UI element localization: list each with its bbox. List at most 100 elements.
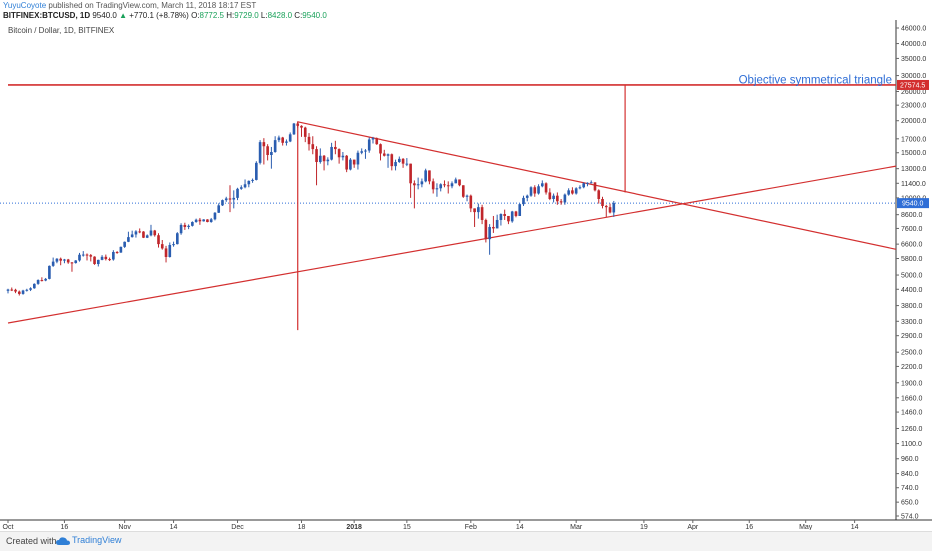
y-tick-label: 1660.0 bbox=[901, 395, 923, 402]
candle-body bbox=[480, 207, 484, 220]
candle-body bbox=[176, 233, 179, 245]
y-tick-label: 1460.0 bbox=[901, 410, 923, 417]
candle-body bbox=[364, 150, 367, 152]
candle-body bbox=[465, 195, 469, 197]
candle-body bbox=[206, 219, 209, 223]
candle-body bbox=[514, 211, 518, 216]
candle-body bbox=[356, 152, 360, 165]
candle-body bbox=[277, 137, 281, 141]
high-value: 9729.0 bbox=[234, 11, 259, 20]
x-tick-label: 18 bbox=[298, 524, 306, 530]
candle-body bbox=[315, 149, 318, 163]
y-tick-label: 30000.0 bbox=[901, 73, 926, 80]
y-tick-label: 2500.0 bbox=[901, 350, 923, 357]
candle-body bbox=[258, 142, 262, 163]
chart-svg[interactable]: 46000.0 40000.0 35000.0 30000.0 26000.0 23000… bbox=[0, 20, 932, 531]
tradingview-brand[interactable]: TradingView bbox=[72, 535, 122, 545]
candle-body bbox=[431, 181, 435, 190]
symbol-label: BITFINEX:BTCUSD, 1D bbox=[3, 11, 91, 20]
candle-body bbox=[382, 153, 386, 156]
candle-body bbox=[262, 142, 266, 147]
high-label: H: bbox=[226, 11, 235, 20]
candle-body bbox=[55, 258, 59, 262]
candle-body bbox=[202, 219, 205, 222]
y-tick-label: 15000.0 bbox=[901, 150, 926, 157]
candle-body bbox=[499, 214, 503, 220]
candle-body bbox=[371, 138, 375, 140]
candle-body bbox=[567, 190, 570, 195]
candle-body bbox=[21, 290, 25, 294]
candle-body bbox=[593, 182, 597, 191]
candle-body bbox=[349, 159, 352, 170]
candle-body bbox=[303, 127, 307, 137]
candle-body bbox=[164, 248, 168, 257]
x-tick-label: May bbox=[799, 524, 813, 530]
candle-body bbox=[311, 144, 315, 150]
candle-body bbox=[559, 201, 563, 203]
y-tick-label: 35000.0 bbox=[901, 56, 926, 63]
candle-body bbox=[153, 230, 157, 236]
publish-info: YuyuCoyote published on TradingView.com,… bbox=[3, 1, 256, 10]
candle-body bbox=[44, 278, 47, 281]
candle-body bbox=[503, 214, 506, 216]
x-tick-label: Apr bbox=[687, 524, 699, 530]
candle-body bbox=[142, 231, 145, 238]
candle-body bbox=[29, 288, 32, 290]
y-tick-label: 840.0 bbox=[901, 471, 919, 478]
candle-body bbox=[597, 190, 601, 199]
candle-body bbox=[473, 208, 476, 213]
y-tick-label: 40000.0 bbox=[901, 41, 926, 48]
candle-body bbox=[367, 139, 371, 151]
candle-body bbox=[239, 187, 243, 189]
y-tick-label: 11400.0 bbox=[901, 181, 926, 188]
candle-body bbox=[394, 162, 397, 167]
candle-body bbox=[533, 187, 537, 194]
candle-body bbox=[589, 182, 593, 184]
candle-body bbox=[281, 137, 284, 143]
ohlc-header: BITFINEX:BTCUSD, 1D 9540.0 ▲ +770.1 (+8.… bbox=[3, 11, 327, 20]
x-tick-label: 16 bbox=[745, 524, 753, 530]
candle-body bbox=[179, 224, 183, 234]
candle-body bbox=[537, 186, 540, 194]
candle-body bbox=[10, 289, 14, 291]
author-link[interactable]: YuyuCoyote bbox=[3, 1, 47, 10]
y-tick-label: 2900.0 bbox=[901, 333, 923, 340]
candle-body bbox=[443, 184, 446, 186]
y-tick-label: 8600.0 bbox=[901, 212, 923, 219]
change-value: +770.1 (+8.78%) bbox=[129, 11, 189, 20]
candle-body bbox=[288, 134, 292, 142]
candle-body bbox=[604, 205, 608, 208]
x-tick-label: Dec bbox=[231, 524, 244, 530]
candle-body bbox=[51, 261, 55, 266]
candle-body bbox=[458, 179, 461, 186]
y-tick-label: 650.0 bbox=[901, 500, 919, 507]
y-tick-label: 20000.0 bbox=[901, 118, 926, 125]
candle-body bbox=[477, 207, 480, 213]
candle-body bbox=[574, 188, 578, 194]
candle-body bbox=[217, 205, 221, 213]
up-arrow-icon: ▲ bbox=[119, 11, 127, 20]
candle-body bbox=[251, 179, 254, 181]
candle-body bbox=[48, 265, 51, 279]
y-tick-label: 26000.0 bbox=[901, 89, 926, 96]
candle-body bbox=[191, 222, 194, 226]
candle-body bbox=[255, 162, 258, 180]
low-value: 8428.0 bbox=[267, 11, 293, 20]
x-tick-label: 16 bbox=[61, 524, 69, 530]
candle-body bbox=[145, 235, 149, 238]
chart-area[interactable]: 46000.0 40000.0 35000.0 30000.0 26000.0 23000… bbox=[0, 20, 932, 531]
y-tick-label: 2200.0 bbox=[901, 364, 923, 371]
candle-body bbox=[552, 195, 555, 199]
candle-body bbox=[63, 259, 66, 261]
candle-body bbox=[6, 289, 10, 291]
candle-body bbox=[390, 154, 394, 167]
last-price-badge bbox=[897, 198, 929, 209]
candle-body bbox=[439, 184, 443, 189]
candle-body bbox=[112, 251, 115, 260]
last-price: 9540.0 bbox=[92, 11, 117, 20]
candle-body bbox=[529, 187, 533, 196]
close-value: 9540.0 bbox=[302, 11, 327, 20]
candle-body bbox=[563, 194, 567, 203]
candle-body bbox=[17, 291, 21, 294]
x-tick-label: Nov bbox=[118, 524, 131, 530]
